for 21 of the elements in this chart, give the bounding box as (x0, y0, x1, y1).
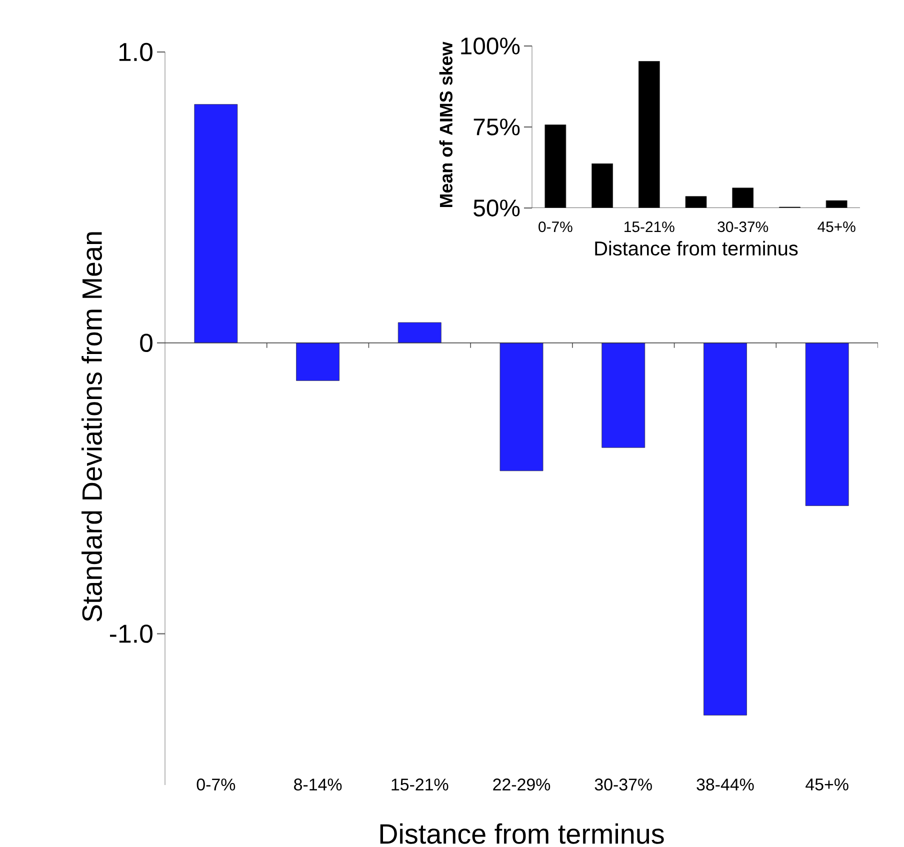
x-axis-title: Distance from terminus (595, 240, 798, 256)
y-tick-label: 75% (474, 118, 520, 136)
y-tick-label: 1.0 (119, 42, 152, 62)
x-tick-label: 22-29% (493, 778, 550, 791)
x-tick-label: 30-37% (594, 778, 652, 791)
x-tick-label: 38-44% (696, 778, 754, 791)
x-tick-label: 45+% (818, 222, 856, 232)
y-axis-title: Mean of AIMS skew (439, 42, 452, 207)
x-tick-label: 30-37% (718, 222, 768, 232)
x-tick-label: 0-7% (196, 778, 236, 791)
x-tick-label: 45+% (806, 778, 848, 790)
x-tick-label: 8-14% (294, 778, 342, 791)
x-tick-label: 15-21% (624, 222, 674, 232)
y-tick-label: -1.0 (110, 624, 152, 643)
y-tick-label: 50% (474, 200, 520, 216)
x-tick-label: 15-21% (392, 778, 448, 791)
y-tick-label: 100% (461, 38, 520, 54)
x-tick-label: 0-7% (538, 222, 572, 232)
y-axis-title: Standard Deviations from Mean (82, 232, 102, 622)
y-tick-label: 0 (140, 334, 152, 352)
x-axis-title: Distance from terminus (380, 823, 664, 844)
